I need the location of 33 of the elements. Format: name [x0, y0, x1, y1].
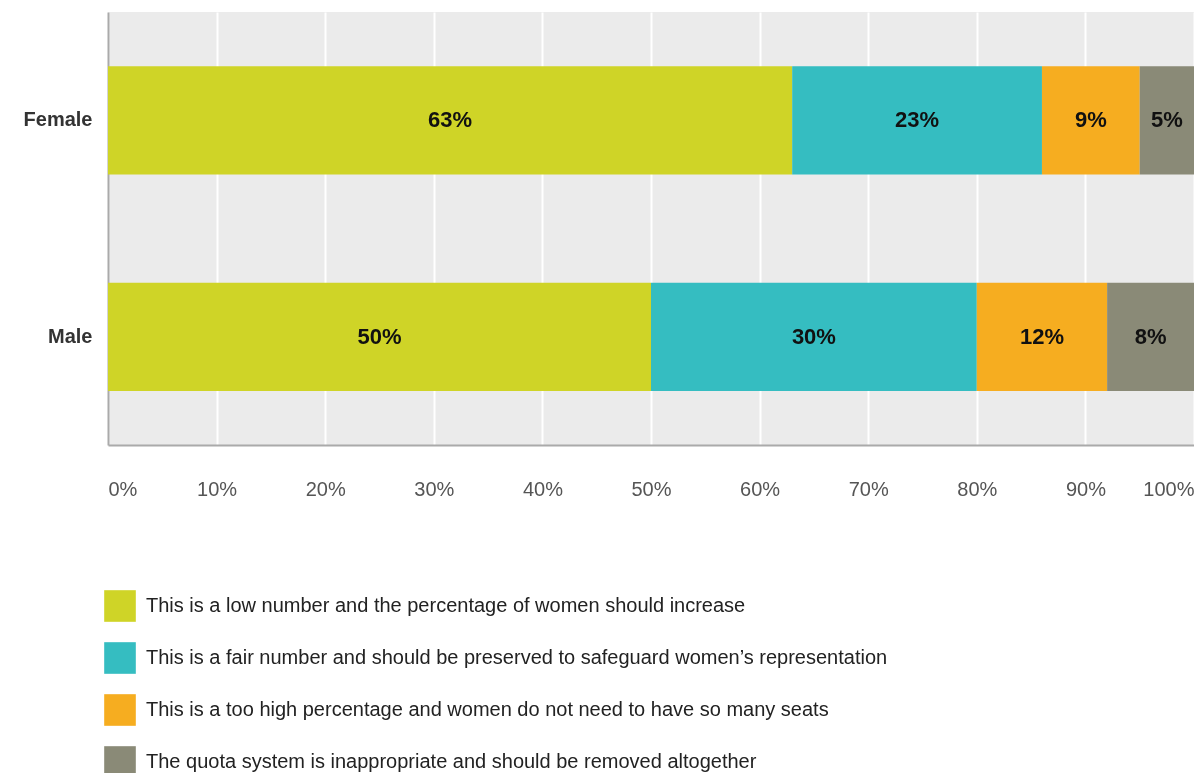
bar — [108, 66, 793, 175]
bar — [651, 282, 977, 391]
y-tick-label: Male — [48, 324, 93, 347]
x-tick-label: 50% — [631, 477, 672, 500]
x-tick-label: 10% — [197, 477, 238, 500]
data-label: 30% — [791, 323, 836, 349]
legend-label: This is a low number and the percentage of women should increase — [146, 594, 746, 616]
bar — [1107, 282, 1194, 391]
x-tick-label: 70% — [848, 477, 889, 500]
legend-label: This is a fair number and should be preserved to safeguard women’s representation — [146, 646, 888, 668]
data-label: 9% — [1074, 107, 1107, 133]
data-label: 12% — [1019, 323, 1064, 349]
x-tick-label: 40% — [522, 477, 564, 500]
bar — [1041, 66, 1140, 175]
x-tick-label: 60% — [740, 477, 781, 500]
data-label: 50% — [357, 323, 402, 349]
data-label: 5% — [1150, 107, 1183, 133]
x-tick-label: 20% — [305, 477, 346, 500]
bar — [108, 282, 651, 391]
data-label: 23% — [895, 107, 940, 133]
x-tick-label: 30% — [414, 477, 455, 500]
legend-label: The quota system is inappropriate and should be removed altogether — [146, 750, 757, 772]
legend-label: This is a too high percentage and women do not need to have so many seats — [146, 698, 829, 720]
data-label: 63% — [428, 107, 473, 133]
y-tick-label: Female — [23, 108, 93, 131]
bar — [1139, 66, 1194, 175]
x-tick-label: 100% — [1143, 477, 1194, 500]
x-tick-label: 90% — [1065, 477, 1107, 500]
x-tick-label: 0% — [108, 477, 138, 500]
data-label: 8% — [1134, 323, 1167, 349]
x-tick-label: 80% — [957, 477, 998, 500]
bar — [976, 282, 1108, 391]
bar — [792, 66, 1042, 175]
